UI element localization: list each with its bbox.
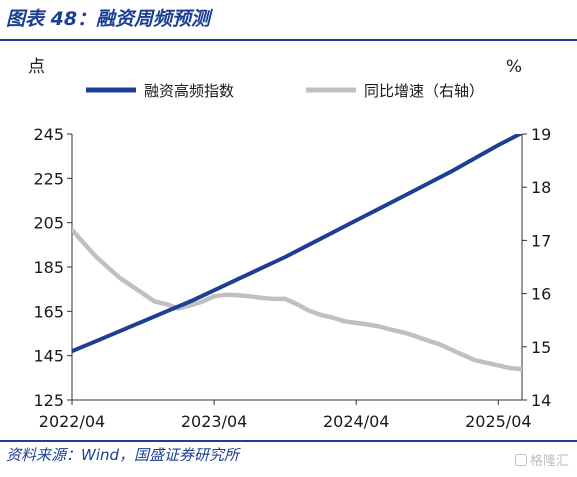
x-tick-label: 2025/04 [465, 412, 531, 431]
footer-rule [0, 440, 577, 442]
right-tick-label: 16 [531, 285, 551, 304]
right-tick-label: 17 [531, 231, 551, 250]
watermark: 格隆汇 [514, 450, 569, 469]
right-tick-label: 18 [531, 178, 551, 197]
x-tick-label: 2022/04 [39, 412, 105, 431]
legend-label-growth: 同比增速（右轴） [364, 82, 484, 100]
legend: 融资高频指数 同比增速（右轴） [86, 82, 484, 100]
chart: 点 % 融资高频指数 同比增速（右轴） 125 145 165 185 205 225 24… [28, 57, 551, 431]
left-tick-label: 185 [33, 258, 64, 277]
left-tick-label: 205 [33, 214, 64, 233]
left-tick-label: 125 [33, 391, 64, 410]
right-tick-label: 15 [531, 338, 551, 357]
right-axis-unit: % [506, 57, 522, 77]
left-tick-label: 165 [33, 302, 64, 321]
x-tick-label: 2024/04 [323, 412, 389, 431]
series-layer [72, 134, 522, 372]
figure-title: 图表 48：融资周频预测 [6, 8, 211, 30]
left-tick-label: 145 [33, 347, 64, 366]
source-note: 资料来源：Wind，国盛证券研究所 [6, 446, 240, 464]
watermark-text: 格隆汇 [529, 454, 569, 469]
left-tick-label: 225 [33, 169, 64, 188]
legend-label-index: 融资高频指数 [144, 82, 234, 100]
watermark-logo-icon [514, 453, 527, 466]
left-axis-unit: 点 [28, 57, 45, 77]
left-tick-label: 245 [33, 125, 64, 144]
series-line-financing-index [72, 134, 522, 354]
right-tick-label: 19 [531, 125, 551, 144]
right-tick-label: 14 [531, 391, 551, 410]
axes: 125 145 165 185 205 225 245 14 15 16 17 18 19 2022/04… [33, 125, 551, 431]
x-tick-label: 2023/04 [181, 412, 247, 431]
series-line-yoy-growth [72, 227, 522, 372]
title-rule [0, 39, 577, 41]
